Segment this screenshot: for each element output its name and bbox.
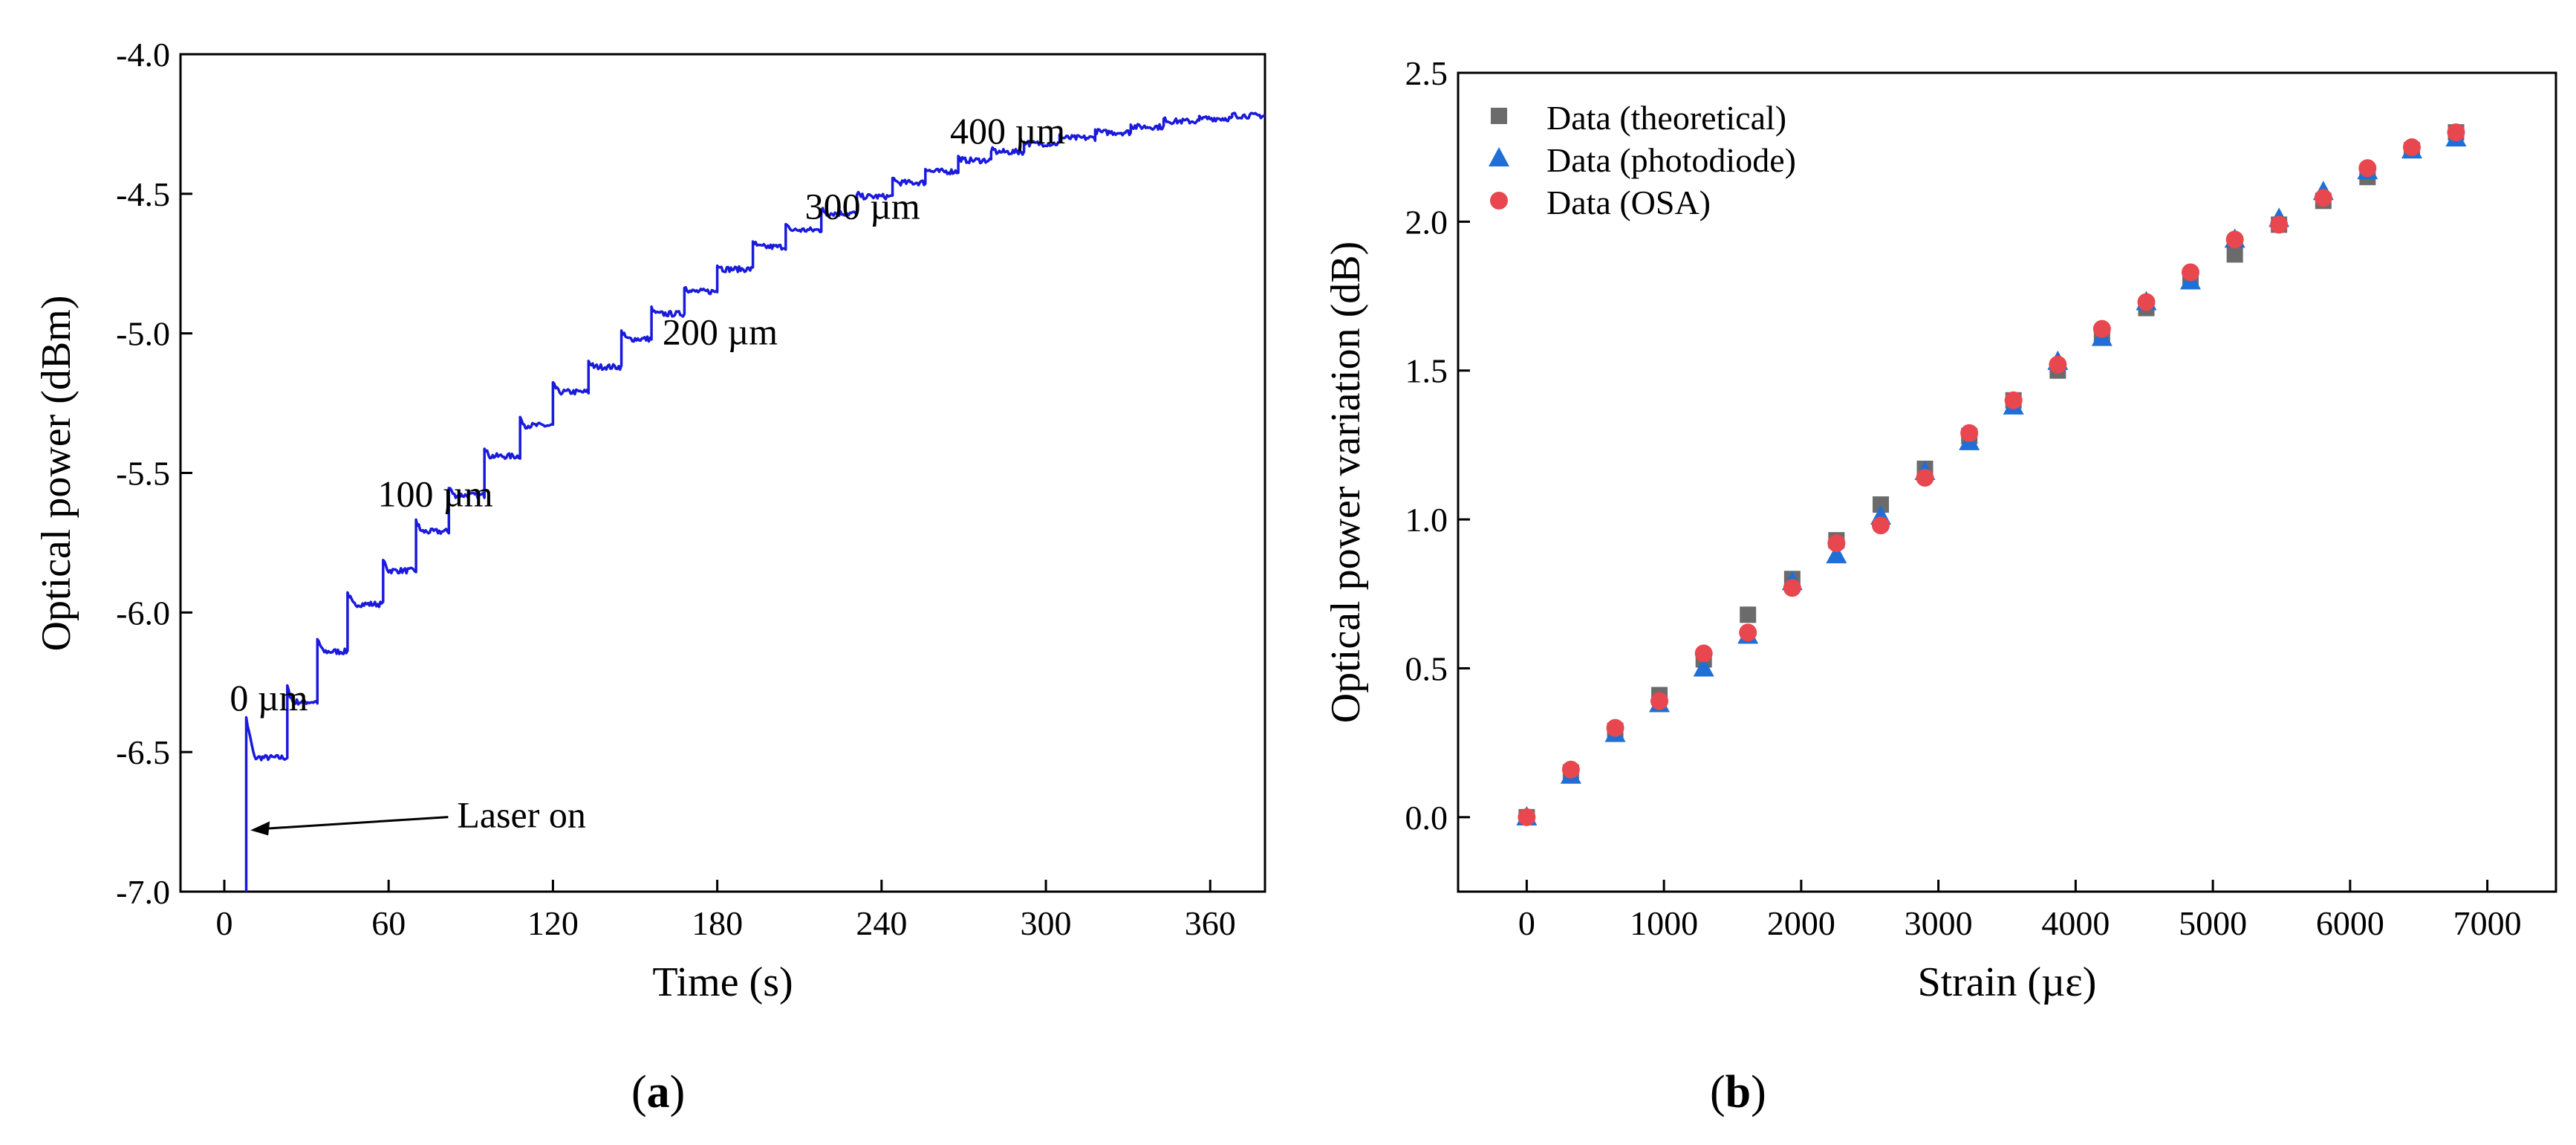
panel-a-x-tick-label: 60 (371, 904, 406, 942)
point-osa (2004, 391, 2023, 409)
displacement-label: 200 µm (663, 311, 778, 353)
point-theoretical (2226, 246, 2243, 263)
point-osa (2403, 138, 2421, 157)
panel-b-y-axis-title: Optical power variation (dB) (1323, 241, 1369, 723)
panel-a-x-tick-label: 300 (1021, 904, 1072, 942)
point-osa (2182, 263, 2200, 282)
point-osa (2270, 215, 2289, 234)
panel-b-y-tick-label: 1.0 (1405, 501, 1448, 539)
point-osa (2092, 320, 2111, 338)
point-osa (2225, 230, 2244, 249)
legend-marker-osa (1490, 192, 1508, 210)
laser-on-arrow-head (250, 821, 270, 836)
point-osa (1650, 692, 1669, 710)
panel-a-chart: 0 60 120 180 240 300 360 -7.0 -6.5 -6.0 -5.5 -5.0 -4… (33, 36, 1266, 1118)
displacement-label: 100 µm (377, 473, 492, 515)
point-osa (1916, 468, 1934, 487)
legend-marker-photodiode (1489, 147, 1509, 166)
panel-a-y-tick-label: -7.0 (116, 873, 170, 911)
point-osa (1827, 534, 1846, 553)
panel-b-x-axis-title: Strain (µε) (1918, 959, 2097, 1005)
panel-a-y-tick-label: -4.5 (116, 175, 170, 213)
legend-marker-theoretical (1491, 108, 1507, 124)
panel-a-x-tick-label: 180 (692, 904, 743, 942)
panel-b-x-tick-label: 2000 (1767, 904, 1835, 942)
panel-b-chart: 0 1000 2000 3000 4000 5000 6000 7000 0.0 0.5 1.0 1.… (1323, 54, 2557, 1118)
displacement-label: 300 µm (805, 186, 920, 227)
point-osa (1739, 623, 1757, 642)
panel-a-x-tick-label: 0 (215, 904, 232, 942)
panel-a-caption: (a) (631, 1067, 685, 1118)
panel-b-x-tick-label: 5000 (2179, 904, 2247, 942)
panel-a-y-axis-title: Optical power (dBm) (33, 296, 79, 652)
legend-label-theoretical: Data (theoretical) (1546, 99, 1786, 137)
panel-b-series (1516, 123, 2467, 826)
laser-on-arrow-line (264, 816, 449, 830)
panel-a-x-tick-label: 360 (1185, 904, 1236, 942)
panel-a-caption-letter: a (647, 1067, 670, 1118)
point-osa (2314, 189, 2332, 207)
point-osa (2358, 159, 2377, 178)
panel-b-x-tick-label: 6000 (2316, 904, 2384, 942)
panel-a-plot-frame (179, 53, 1266, 893)
panel-b-caption: (b) (1710, 1067, 1766, 1118)
legend-label-photodiode: Data (photodiode) (1546, 141, 1796, 179)
panel-b-x-tick-label: 1000 (1630, 904, 1698, 942)
panel-b-y-tick-label: 0.0 (1405, 799, 1448, 837)
panel-b-y-tick-label: 1.5 (1405, 352, 1448, 390)
panel-a-y-tick-label: -5.0 (116, 315, 170, 353)
point-photodiode (1826, 544, 1847, 564)
displacement-label: 400 µm (950, 110, 1065, 152)
panel-a-x-tick-label: 240 (856, 904, 907, 942)
point-osa (1694, 644, 1713, 663)
panel-a-power-trace (244, 111, 1266, 892)
panel-a-series (244, 111, 1266, 892)
panel-a-y-tick-label: -6.5 (116, 733, 170, 771)
point-osa (1783, 579, 1801, 597)
panel-b-caption-letter: b (1726, 1067, 1751, 1118)
panel-b-x-tick-label: 0 (1518, 904, 1535, 942)
legend-label-osa: Data (OSA) (1546, 184, 1711, 221)
point-osa (2049, 355, 2067, 374)
panel-a-y-tick-label: -5.5 (116, 455, 170, 493)
point-osa (2137, 293, 2156, 311)
point-theoretical (1873, 496, 1890, 513)
panel-a-annotations: 0 µm 100 µm 200 µm 300 µm 400 µm Laser on (230, 110, 1065, 835)
panel-a-x-axis-title: Time (s) (652, 959, 793, 1005)
panel-b-ticks: 0 1000 2000 3000 4000 5000 6000 7000 0.0 0.5 1.0 1.… (1405, 54, 2522, 942)
panel-b-x-tick-label: 7000 (2453, 904, 2522, 942)
panel-b-y-tick-label: 2.5 (1405, 54, 1448, 92)
panel-a-y-tick-label: -4.0 (116, 36, 170, 74)
displacement-label: 0 µm (230, 677, 308, 719)
point-osa (1960, 424, 1979, 442)
laser-on-label: Laser on (457, 794, 586, 836)
panel-b-x-tick-label: 4000 (2041, 904, 2110, 942)
point-theoretical (1740, 606, 1757, 623)
panel-b-y-tick-label: 0.5 (1405, 649, 1448, 687)
panel-a-ticks: 0 60 120 180 240 300 360 -7.0 -6.5 -6.0 -5.5 -5.0 -4… (116, 36, 1236, 942)
panel-b-plot-frame (1457, 71, 2557, 893)
point-osa (1518, 808, 1536, 826)
panel-b-x-tick-label: 3000 (1905, 904, 1973, 942)
point-osa (1606, 719, 1624, 737)
panel-a-x-tick-label: 120 (527, 904, 579, 942)
point-osa (2447, 123, 2465, 142)
panel-b-y-tick-label: 2.0 (1405, 203, 1448, 241)
panel-b-legend: Data (theoretical) Data (photodiode) Data … (1489, 99, 1796, 221)
point-photodiode (1693, 657, 1714, 677)
point-osa (1872, 516, 1890, 535)
panel-a-y-tick-label: -6.0 (116, 594, 170, 632)
point-osa (1561, 760, 1580, 779)
